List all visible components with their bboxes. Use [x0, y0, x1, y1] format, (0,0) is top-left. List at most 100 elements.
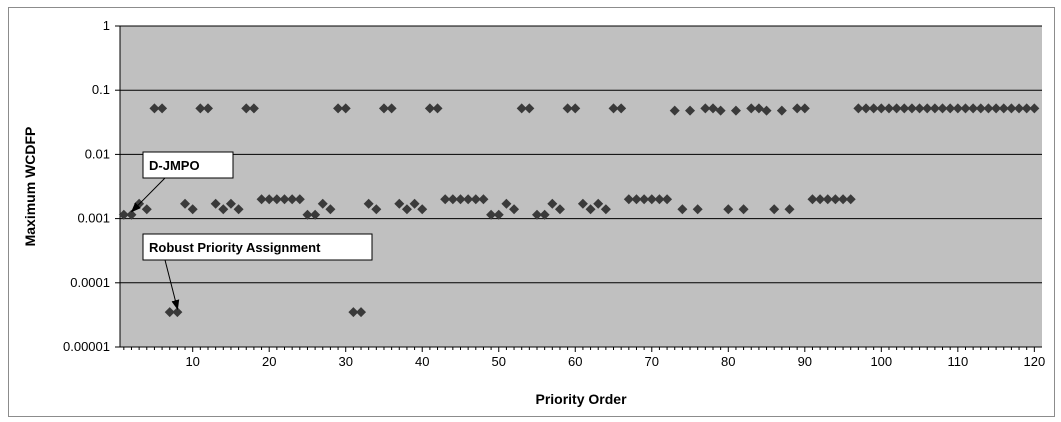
data-point	[838, 194, 849, 205]
data-point	[631, 194, 642, 205]
data-point	[830, 194, 841, 205]
data-point	[516, 103, 527, 114]
callout-arrow	[130, 177, 166, 213]
data-point	[539, 209, 550, 220]
y-tick-label: 1	[103, 18, 110, 33]
x-axis-ticks: 10 20 30 40 50 60 70 80 90 100 110 120	[123, 347, 1045, 369]
annotations: D-JMPO Robust Priority Assignment	[130, 151, 373, 311]
data-point	[241, 103, 252, 114]
y-tick-label: 0.01	[85, 146, 110, 161]
data-point	[386, 103, 397, 114]
data-point	[738, 204, 749, 215]
data-point	[723, 204, 734, 215]
x-tick-label: 10	[185, 354, 199, 369]
data-point	[715, 105, 726, 116]
data-point	[922, 103, 933, 114]
data-point	[302, 209, 313, 220]
y-tick-label: 0.001	[77, 211, 110, 226]
data-point	[470, 194, 481, 205]
data-point	[822, 194, 833, 205]
y-tick-label: 0.0001	[70, 275, 110, 290]
data-point	[983, 103, 994, 114]
data-point	[968, 103, 979, 114]
data-point	[157, 103, 168, 114]
data-point	[348, 307, 359, 318]
data-point	[333, 103, 344, 114]
data-point	[264, 194, 275, 205]
data-point	[998, 103, 1009, 114]
data-point	[356, 307, 367, 318]
data-point	[914, 103, 925, 114]
data-point	[730, 105, 741, 116]
data-point	[256, 194, 267, 205]
data-point	[784, 204, 795, 215]
data-point	[287, 194, 298, 205]
data-point	[883, 103, 894, 114]
x-tick-label: 40	[415, 354, 429, 369]
data-point	[593, 198, 604, 209]
data-point	[853, 103, 864, 114]
x-tick-label: 30	[338, 354, 352, 369]
data-point	[845, 194, 856, 205]
y-axis-title: Maximum WCDFP	[22, 127, 38, 247]
callout-arrow	[164, 259, 180, 311]
data-point	[654, 194, 665, 205]
callout-label: Robust Priority Assignment	[149, 240, 321, 255]
data-point	[547, 198, 558, 209]
x-tick-label: 90	[798, 354, 812, 369]
data-point	[325, 204, 336, 215]
data-point	[501, 198, 512, 209]
data-point	[616, 103, 627, 114]
data-point	[577, 198, 588, 209]
data-point	[608, 103, 619, 114]
chart-frame: 1 0.1 0.01 0.001 0.0001 0.00001 10 20 30 40 50 60 7…	[8, 7, 1055, 417]
data-point	[371, 204, 382, 215]
x-tick-label: 60	[568, 354, 582, 369]
data-point	[340, 103, 351, 114]
data-point	[685, 105, 696, 116]
data-point	[761, 105, 772, 116]
plot-background	[120, 26, 1042, 347]
data-point	[906, 103, 917, 114]
data-point	[424, 103, 435, 114]
data-point	[868, 103, 879, 114]
x-tick-label: 20	[262, 354, 276, 369]
x-tick-label: 120	[1023, 354, 1045, 369]
data-point	[807, 194, 818, 205]
x-tick-label: 100	[870, 354, 892, 369]
data-point	[279, 194, 290, 205]
y-tick-label: 0.1	[92, 82, 110, 97]
x-tick-label: 50	[492, 354, 506, 369]
data-point	[646, 194, 657, 205]
data-point	[294, 194, 305, 205]
y-tick-label: 0.00001	[63, 339, 110, 354]
data-point	[876, 103, 887, 114]
data-point	[248, 103, 259, 114]
data-point	[463, 194, 474, 205]
data-point	[891, 103, 902, 114]
data-point	[815, 194, 826, 205]
axes	[119, 26, 1042, 348]
data-point	[141, 204, 152, 215]
data-point	[991, 103, 1002, 114]
data-point	[975, 103, 986, 114]
data-point	[486, 209, 497, 220]
callout-box	[142, 233, 373, 261]
data-point	[401, 204, 412, 215]
data-point	[669, 105, 680, 116]
data-point	[233, 204, 244, 215]
data-point	[271, 194, 282, 205]
data-point	[180, 198, 191, 209]
data-point	[187, 204, 198, 215]
data-point	[478, 194, 489, 205]
data-point	[799, 103, 810, 114]
data-point	[623, 194, 634, 205]
y-axis-ticks: 1 0.1 0.01 0.001 0.0001 0.00001	[63, 18, 120, 354]
data-point	[202, 103, 213, 114]
x-axis-title: Priority Order	[535, 391, 627, 407]
data-point	[310, 209, 321, 220]
data-point	[1006, 103, 1017, 114]
data-point	[700, 103, 711, 114]
data-point	[861, 103, 872, 114]
data-point	[960, 103, 971, 114]
